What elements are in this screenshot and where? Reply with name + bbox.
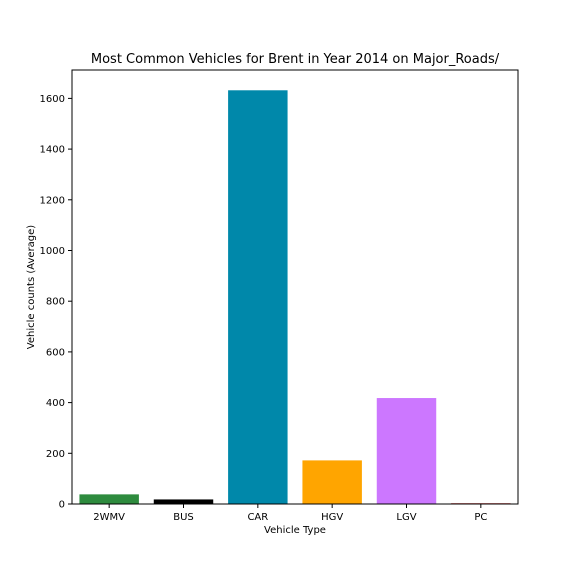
bar-bus <box>153 499 214 504</box>
bar-car <box>228 90 288 505</box>
chart-title: Most Common Vehicles for Brent in Year 2… <box>91 52 500 67</box>
x-tick-label: 2WMV <box>93 512 125 523</box>
plot-frame <box>71 69 519 505</box>
x-axis: 2WMV BUS CAR HGV LGV PC <box>93 504 487 523</box>
y-tick-label: 600 <box>46 347 65 358</box>
y-axis-label: Vehicle counts (Average) <box>26 225 37 350</box>
bar-2wmv <box>79 494 139 504</box>
y-tick-label: 1400 <box>40 145 65 156</box>
y-tick-label: 0 <box>59 500 65 511</box>
x-tick-label: LGV <box>396 512 416 523</box>
y-tick-label: 1200 <box>40 195 65 206</box>
x-tick-label: CAR <box>247 512 268 523</box>
y-axis: 0 200 400 600 800 1000 1200 1400 1600 <box>40 94 72 511</box>
x-tick-label: BUS <box>173 512 194 523</box>
y-tick-label: 1600 <box>40 94 65 105</box>
bar-hgv <box>302 460 362 504</box>
y-tick-label: 1000 <box>40 246 65 257</box>
y-tick-label: 800 <box>46 297 65 308</box>
y-tick-label: 200 <box>46 449 65 460</box>
x-tick-label: PC <box>474 512 487 523</box>
bars-group <box>79 90 511 505</box>
bar-lgv <box>376 398 437 504</box>
x-axis-label: Vehicle Type <box>264 525 326 536</box>
y-tick-label: 400 <box>46 398 65 409</box>
x-tick-label: HGV <box>321 512 343 523</box>
